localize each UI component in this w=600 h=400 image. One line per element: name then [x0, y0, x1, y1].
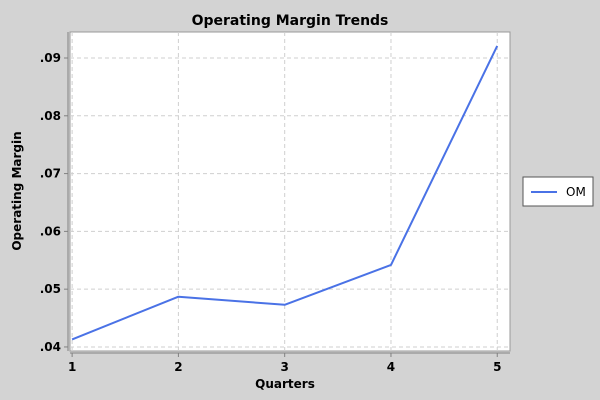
chart-title: Operating Margin Trends — [192, 13, 389, 29]
y-axis-label: Operating Margin — [10, 131, 24, 250]
x-tick-label: 1 — [68, 360, 76, 374]
x-axis-label: Quarters — [255, 377, 315, 391]
x-ticks: 1 2 3 4 5 — [68, 353, 501, 374]
legend-label: OM — [566, 185, 586, 199]
x-tick-label: 2 — [174, 360, 182, 374]
axes — [67, 32, 510, 354]
y-ticks: .04 .05 .06 .07 .08 .09 — [40, 51, 68, 354]
y-tick-label: .04 — [40, 340, 61, 354]
y-tick-label: .05 — [40, 282, 61, 296]
y-tick-label: .09 — [40, 51, 61, 65]
y-tick-label: .06 — [40, 224, 61, 238]
legend: OM — [522, 176, 594, 207]
y-tick-label: .07 — [40, 167, 61, 181]
plot-area — [69, 31, 511, 352]
y-tick-label: .08 — [40, 109, 61, 123]
x-tick-label: 4 — [387, 360, 395, 374]
x-tick-label: 3 — [281, 360, 289, 374]
series-layer — [71, 45, 499, 341]
series-line-om — [71, 45, 499, 341]
x-tick-label: 5 — [493, 360, 501, 374]
grid — [70, 32, 510, 351]
